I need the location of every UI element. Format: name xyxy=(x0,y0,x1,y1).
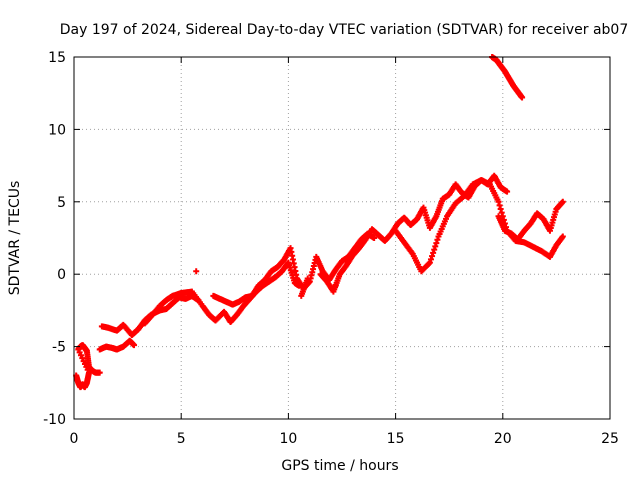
chart-title: Day 197 of 2024, Sidereal Day-to-day VTE… xyxy=(60,22,629,38)
data-point xyxy=(332,282,339,289)
axis-ticks: 0 5 10 15 20 25 -10 -5 0 5 10 15 xyxy=(43,50,619,447)
data-point xyxy=(519,94,526,101)
x-tick-label: 5 xyxy=(177,431,186,447)
x-tick-label: 25 xyxy=(601,431,619,447)
data-point xyxy=(434,236,441,243)
y-tick-label: 0 xyxy=(57,267,66,283)
x-tick-label: 20 xyxy=(494,431,512,447)
x-tick-label: 0 xyxy=(70,431,79,447)
data-point xyxy=(495,198,502,205)
data-point xyxy=(96,369,103,376)
y-axis-label: SDTVAR / TECUs xyxy=(7,181,23,296)
data-point xyxy=(427,256,434,263)
data-point xyxy=(498,209,505,216)
data-point xyxy=(371,235,378,241)
data-point xyxy=(431,246,438,253)
data-point xyxy=(559,198,566,205)
data-point xyxy=(426,259,433,266)
data-points xyxy=(73,54,566,391)
gridlines xyxy=(74,57,610,419)
y-tick-label: 15 xyxy=(48,50,66,66)
x-tick-label: 15 xyxy=(387,431,405,447)
data-point xyxy=(193,268,200,275)
data-point xyxy=(131,342,138,349)
x-tick-label: 10 xyxy=(279,431,297,447)
data-point xyxy=(430,249,437,256)
y-tick-label: 10 xyxy=(48,122,66,138)
data-point xyxy=(432,243,439,250)
y-tick-label: -5 xyxy=(52,340,66,356)
y-tick-label: -10 xyxy=(43,412,66,428)
y-tick-label: 5 xyxy=(57,195,66,211)
data-point xyxy=(559,233,566,240)
plot-frame xyxy=(73,56,611,420)
data-point xyxy=(504,188,511,195)
data-point xyxy=(433,240,440,247)
data-point xyxy=(304,275,311,282)
data-point xyxy=(429,253,436,260)
data-point xyxy=(496,202,503,209)
data-point xyxy=(497,206,504,213)
x-axis-label: GPS time / hours xyxy=(281,458,398,474)
